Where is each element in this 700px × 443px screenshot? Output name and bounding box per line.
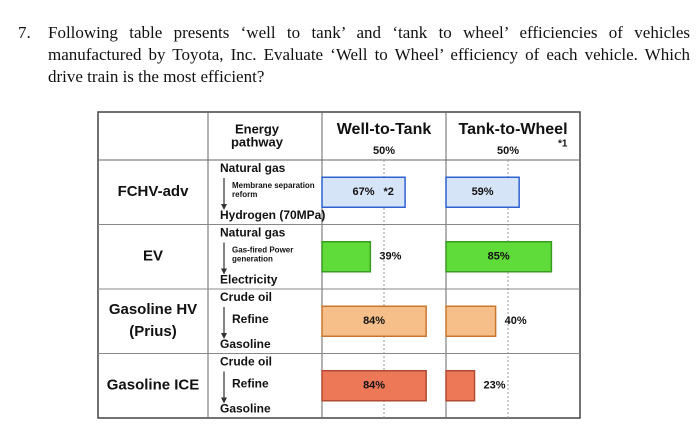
header-pathway: pathway: [231, 134, 284, 149]
wtt-bar: [321, 176, 406, 208]
header-ref: 50%: [497, 145, 519, 157]
ttw-label: 85%: [488, 251, 510, 263]
pathway-from: Crude oil: [220, 290, 272, 304]
pathway-process: reform: [232, 190, 257, 199]
wtt-bar: [321, 241, 372, 273]
vehicle-name: Gasoline HV: [109, 301, 197, 318]
pathway-arrowhead: [221, 333, 227, 339]
header-ttw: Tank-to-Wheel: [458, 121, 567, 138]
wtt-label: 84%: [363, 380, 385, 392]
pathway-to: Gasoline: [220, 402, 271, 416]
pathway-process: Refine: [232, 377, 269, 391]
question: 7. Following table presents ‘well to tan…: [18, 22, 690, 88]
pathway-process: Refine: [232, 312, 269, 326]
vehicle-name: FCHV-adv: [118, 183, 190, 200]
pathway-to: Electricity: [220, 273, 278, 287]
header-wtt: Well-to-Tank: [337, 121, 432, 138]
pathway-process: Membrane separation: [232, 181, 315, 190]
header-ref: 50%: [373, 145, 395, 157]
pathway-arrowhead: [221, 204, 227, 210]
wtt-label: 67%: [353, 186, 375, 198]
pathway-arrowhead: [221, 397, 227, 404]
pathway-to: Gasoline: [220, 337, 271, 351]
wtt-label: 84%: [363, 315, 385, 327]
question-number: 7.: [18, 23, 31, 42]
ttw-bar: [445, 241, 553, 273]
pathway-from: Natural gas: [220, 226, 286, 240]
pathway-process: Gas-fired Power: [232, 246, 293, 255]
ttw-label: 40%: [505, 315, 527, 327]
header-note: *1: [558, 139, 568, 150]
pathway-from: Crude oil: [220, 355, 272, 369]
header-pathway: Energy: [235, 121, 280, 136]
ttw-label: 59%: [472, 186, 494, 198]
vehicle-name: (Prius): [129, 323, 177, 340]
pathway-from: Natural gas: [220, 161, 286, 175]
wtt-bar: [321, 370, 427, 402]
ttw-label: 23%: [484, 380, 506, 392]
pathway-process: generation: [232, 255, 273, 264]
ttw-bar: [445, 370, 476, 402]
question-text: Following table presents ‘well to tank’ …: [48, 23, 690, 86]
wtt-note: *2: [384, 186, 394, 198]
ttw-bar: [445, 176, 520, 208]
wtt-bar: [321, 305, 427, 337]
vehicle-name: Gasoline ICE: [107, 377, 200, 394]
wtt-label: 39%: [379, 251, 401, 263]
pathway-to: Hydrogen (70MPa): [220, 208, 325, 222]
ttw-bar: [445, 305, 497, 337]
pathway-arrowhead: [221, 268, 227, 275]
vehicle-name: EV: [143, 248, 163, 265]
